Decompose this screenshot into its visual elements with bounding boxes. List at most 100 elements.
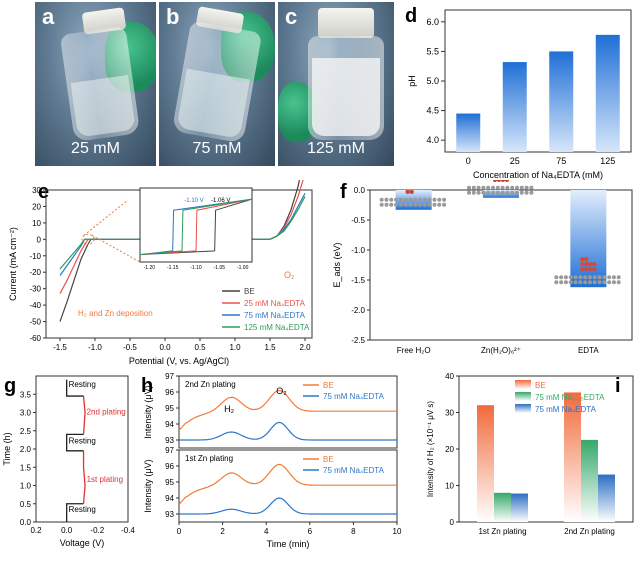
annotation-text: O₂: [284, 270, 295, 280]
slab-atom: [519, 190, 524, 195]
bar: [494, 492, 511, 522]
annotation-text: Resting: [69, 380, 96, 389]
panel-letter: f: [340, 181, 347, 203]
x-tick-label: 4: [264, 527, 269, 536]
x-axis-label: Concentration of Na₄EDTA (mM): [473, 170, 603, 180]
inset-annotation: -1.06 V: [211, 198, 230, 204]
panel-letter: b: [166, 4, 180, 29]
slab-atom: [384, 197, 389, 202]
photo-caption: 125 mM: [307, 140, 365, 157]
inset-tick-label: -1.20: [144, 265, 156, 271]
y-tick-label: 1.5: [20, 463, 32, 472]
slab-atom: [442, 202, 447, 207]
slab-atom: [568, 275, 573, 280]
slab-atom: [481, 190, 486, 195]
y-tick-label: 20: [32, 202, 41, 211]
molecule-atom: [580, 267, 585, 272]
resting-line: [66, 433, 84, 452]
series-line: [178, 389, 398, 431]
y-tick-label: 10: [445, 482, 454, 491]
molecule-atom: [592, 262, 597, 267]
y-tick-label: 95: [165, 404, 174, 413]
inset-tick-label: -1.00: [237, 265, 249, 271]
molecule-atom: [580, 262, 585, 267]
y-tick-label: 94: [165, 420, 174, 429]
bottle-cap: [318, 8, 374, 38]
chart-i: i 0 10 20 30 40 Intensity of H₂ (×10⁻¹ μV s) 1…: [426, 372, 634, 536]
slab-atom: [491, 185, 495, 190]
molecule-atom: [492, 180, 498, 182]
photo-panel-a: a 25 mM: [35, 2, 156, 166]
slab-atom: [389, 202, 394, 207]
x-tick-label: 1st Zn plating: [478, 527, 526, 536]
y-tick-label: 0.0: [354, 186, 366, 195]
slab-atom: [559, 275, 564, 280]
legend-swatch: [515, 392, 531, 401]
x-tick-label: 2nd Zn plating: [564, 527, 615, 536]
y-tick-label: 30: [445, 409, 454, 418]
slab-atom: [471, 190, 476, 195]
y-tick-label: 2.0: [20, 445, 32, 454]
legend-label: BE: [323, 455, 334, 464]
molecule-atom: [584, 257, 589, 262]
x-tick-label: -0.5: [123, 343, 137, 352]
chart-g: g 0.2 0.0 -0.2 -0.40.00.51.01.52.02.53.03.5…: [2, 375, 135, 548]
slab-atom: [486, 185, 491, 190]
y-axis-label: Current (mA cm⁻²): [8, 227, 18, 301]
molecule-atom: [409, 189, 414, 194]
series-line: [178, 463, 397, 505]
x-tick-label: 125: [600, 156, 615, 166]
slab-atom: [573, 275, 578, 280]
y-tick-label: 40: [445, 372, 454, 381]
legend-label: 75 mM Na₄EDTA: [535, 405, 597, 414]
annotation-text: 2nd plating: [87, 407, 126, 416]
chart-f: f 0.0 -0.5 -1.0 -1.5 -2.0 -2.5 E_ads (eV) Free …: [332, 180, 633, 355]
y-tick-label: 10: [32, 219, 41, 228]
x-tick-label: 0.0: [61, 526, 73, 535]
bar: [549, 51, 574, 152]
x-axis-label: Voltage (V): [60, 538, 105, 548]
x-tick-label: 0.5: [194, 343, 206, 352]
y-tick-label: -1.0: [351, 246, 365, 255]
chart-d: d 4.0 4.5 5.0 5.5 6.0 0 25 75 125 Concentration o…: [405, 5, 632, 180]
y-tick-label: -2.5: [351, 336, 365, 345]
slab-atom: [432, 197, 437, 202]
slab-atom: [427, 202, 432, 207]
y-tick-label: -60: [29, 334, 41, 343]
slab-atom: [481, 185, 486, 190]
x-tick-label: 25: [510, 156, 520, 166]
bar: [595, 34, 620, 152]
y-tick-label: 4.5: [426, 106, 439, 116]
peak-label: H₂: [224, 404, 234, 414]
x-tick-label: 2: [220, 527, 225, 536]
x-tick-label: 1.0: [229, 343, 241, 352]
subplot-title: 2nd Zn plating: [185, 380, 236, 389]
x-tick-label: -1.0: [88, 343, 102, 352]
slab-atom: [602, 275, 607, 280]
bar: [564, 392, 581, 522]
legend-swatch: [515, 380, 531, 389]
panel-letter: a: [42, 4, 55, 29]
slab-atom: [427, 197, 432, 202]
slab-atom: [583, 275, 588, 280]
slab-atom: [597, 280, 602, 285]
x-tick-label: 0.2: [30, 526, 42, 535]
slab-atom: [529, 190, 534, 195]
panel-letter: g: [4, 375, 16, 397]
slab-atom: [578, 275, 583, 280]
y-tick-label: 94: [165, 494, 174, 503]
y-tick-label: 3.5: [20, 390, 32, 399]
photo-panel-c: c 125 mM: [278, 2, 394, 166]
molecule-atom: [592, 267, 597, 272]
legend-label: 75 mM Na₄EDTA: [323, 392, 385, 401]
slab-atom: [602, 280, 607, 285]
subplot-title: 1st Zn plating: [185, 454, 233, 463]
y-tick-label: -10: [29, 252, 41, 261]
slab-atom: [389, 197, 394, 202]
panel-letter: i: [615, 375, 621, 397]
x-tick-label: -0.2: [90, 526, 104, 535]
slab-atom: [408, 197, 413, 202]
slab-atom: [524, 185, 529, 190]
y-tick-label: 1.0: [20, 482, 32, 491]
slab-atom: [568, 280, 573, 285]
